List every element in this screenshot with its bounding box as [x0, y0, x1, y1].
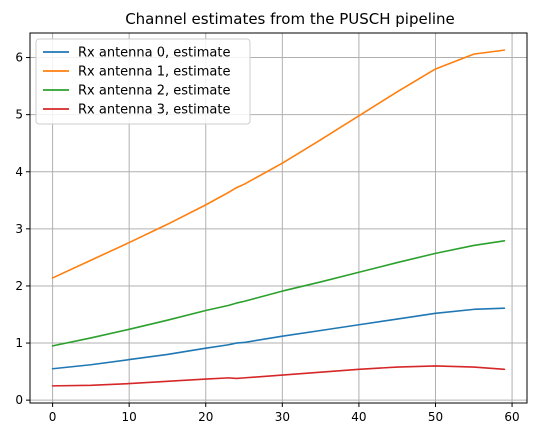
- y-tick-label: 0: [15, 393, 23, 407]
- y-tick-label: 3: [15, 222, 23, 236]
- x-tick-label: 0: [49, 410, 57, 424]
- x-tick-label: 30: [275, 410, 290, 424]
- legend-box: [35, 38, 251, 125]
- y-tick-label: 6: [15, 51, 23, 65]
- x-tick-label: 40: [351, 410, 366, 424]
- y-tick-label: 4: [15, 165, 23, 179]
- legend: Rx antenna 0, estimate Rx antenna 1, esti…: [35, 38, 251, 125]
- legend-label: Rx antenna 0, estimate: [78, 46, 230, 61]
- chart-title: Channel estimates from the PUSCH pipelin…: [125, 10, 455, 28]
- series-line-rx-antenna-1: [51, 49, 506, 279]
- series-line-rx-antenna-0: [51, 307, 506, 370]
- legend-label: Rx antenna 2, estimate: [78, 84, 230, 99]
- legend-label: Rx antenna 3, estimate: [78, 103, 230, 118]
- y-tick-label: 5: [15, 108, 23, 122]
- x-tick-label: 60: [504, 410, 519, 424]
- series-line-rx-antenna-2: [51, 240, 506, 347]
- axis-ticks: 0 10 20 30 40 50 60 0 1 2 3 4 5 6: [15, 51, 519, 424]
- series-lines: [51, 49, 506, 387]
- y-tick-label: 2: [15, 279, 23, 293]
- grid: [30, 33, 527, 403]
- x-tick-label: 20: [198, 410, 213, 424]
- x-tick-label: 10: [122, 410, 137, 424]
- y-tick-label: 1: [15, 336, 23, 350]
- legend-label: Rx antenna 1, estimate: [78, 65, 230, 80]
- x-tick-label: 50: [428, 410, 443, 424]
- series-line-rx-antenna-3: [51, 365, 506, 387]
- axes-frame: [29, 32, 528, 404]
